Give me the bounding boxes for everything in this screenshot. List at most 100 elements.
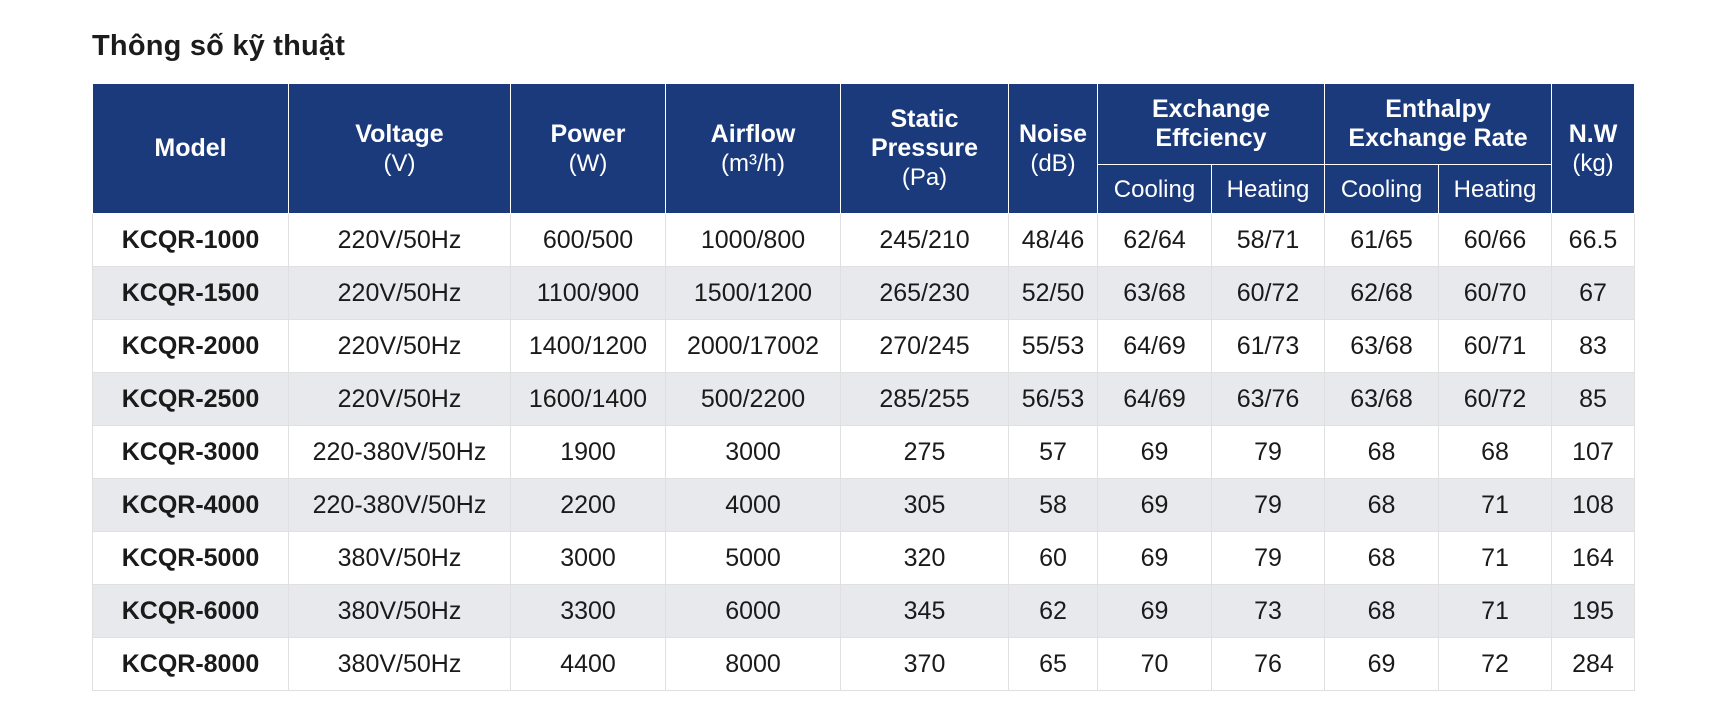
enthalpy-cooling-cell: 63/68: [1324, 319, 1440, 373]
enthalpy-cooling-cell: 69: [1324, 637, 1440, 691]
enthalpy-heating-cell: 71: [1438, 478, 1553, 532]
airflow-cell: 1500/1200: [665, 266, 841, 320]
nw-cell: 164: [1551, 531, 1636, 585]
header-exchange-efficiency-label-2: Effciency: [1155, 124, 1267, 152]
model-cell: KCQR-1500: [92, 266, 289, 320]
enthalpy-heating-cell: 68: [1438, 425, 1553, 479]
model-cell: KCQR-5000: [92, 531, 289, 585]
airflow-cell: 3000: [665, 425, 841, 479]
voltage-cell: 380V/50Hz: [288, 531, 511, 585]
static-pressure-cell: 370: [840, 637, 1009, 691]
exchange-cooling-cell: 62/64: [1097, 213, 1212, 267]
exchange-heating-cell: 76: [1210, 637, 1326, 691]
header-power: Power (W): [510, 83, 666, 214]
enthalpy-heating-cell: 72: [1438, 637, 1553, 691]
exchange-heating-cell: 79: [1210, 478, 1326, 532]
voltage-cell: 220V/50Hz: [288, 372, 511, 426]
header-exchange-heating: Heating: [1210, 164, 1326, 214]
model-cell: KCQR-1000: [92, 213, 289, 267]
header-model: Model: [92, 83, 289, 214]
header-noise-label: Noise: [1018, 119, 1088, 148]
header-voltage-label: Voltage: [355, 119, 444, 148]
header-voltage-unit: (V): [383, 149, 416, 177]
header-enthalpy-exchange-rate: Enthalpy Exchange Rate: [1324, 83, 1553, 165]
header-airflow-unit: (m³/h): [721, 149, 785, 177]
header-enthalpy-heating: Heating: [1438, 164, 1553, 214]
table-row: KCQR-2500 220V/50Hz 1600/1400 500/2200 285/2…: [92, 372, 1636, 426]
header-noise: Noise (dB): [1008, 83, 1098, 214]
header-airflow: Airflow (m³/h): [665, 83, 841, 214]
header-nw-unit: (kg): [1572, 149, 1614, 177]
header-static-pressure: Static Pressure (Pa): [840, 83, 1009, 214]
table-row: KCQR-5000 380V/50Hz 3000 5000 320 60 69 79 68 71 1…: [92, 531, 1636, 585]
enthalpy-heating-cell: 60/70: [1438, 266, 1553, 320]
header-nw: N.W (kg): [1551, 83, 1636, 214]
enthalpy-heating-cell: 71: [1438, 584, 1553, 638]
static-pressure-cell: 285/255: [840, 372, 1009, 426]
nw-cell: 85: [1551, 372, 1636, 426]
header-power-label: Power: [550, 119, 626, 148]
static-pressure-cell: 320: [840, 531, 1009, 585]
header-model-label: Model: [154, 134, 227, 162]
nw-cell: 83: [1551, 319, 1636, 373]
header-voltage: Voltage (V): [288, 83, 511, 214]
exchange-cooling-cell: 69: [1097, 531, 1212, 585]
table-row: KCQR-6000 380V/50Hz 3300 6000 345 62 69 73 68 71 1…: [92, 584, 1636, 638]
noise-cell: 62: [1008, 584, 1098, 638]
static-pressure-cell: 270/245: [840, 319, 1009, 373]
enthalpy-cooling-cell: 68: [1324, 584, 1440, 638]
enthalpy-cooling-cell: 62/68: [1324, 266, 1440, 320]
power-cell: 1900: [510, 425, 666, 479]
header-exchange-efficiency-label-1: Exchange: [1151, 95, 1271, 123]
power-cell: 4400: [510, 637, 666, 691]
exchange-cooling-cell: 69: [1097, 478, 1212, 532]
exchange-heating-cell: 60/72: [1210, 266, 1326, 320]
noise-cell: 57: [1008, 425, 1098, 479]
enthalpy-cooling-cell: 68: [1324, 531, 1440, 585]
nw-cell: 195: [1551, 584, 1636, 638]
table-row: KCQR-8000 380V/50Hz 4400 8000 370 65 70 76 69 72 2…: [92, 637, 1636, 691]
exchange-cooling-cell: 63/68: [1097, 266, 1212, 320]
noise-cell: 48/46: [1008, 213, 1098, 267]
static-pressure-cell: 345: [840, 584, 1009, 638]
power-cell: 1400/1200: [510, 319, 666, 373]
voltage-cell: 220V/50Hz: [288, 266, 511, 320]
nw-cell: 66.5: [1551, 213, 1636, 267]
enthalpy-heating-cell: 71: [1438, 531, 1553, 585]
spec-table: Model Voltage (V) Power (W) Airflow (m³/…: [92, 83, 1636, 691]
noise-cell: 60: [1008, 531, 1098, 585]
noise-cell: 56/53: [1008, 372, 1098, 426]
nw-cell: 108: [1551, 478, 1636, 532]
header-airflow-label: Airflow: [710, 119, 796, 148]
table-body: KCQR-1000 220V/50Hz 600/500 1000/800 245/210…: [92, 213, 1636, 691]
header-enthalpy-cooling: Cooling: [1324, 164, 1440, 214]
voltage-cell: 220V/50Hz: [288, 319, 511, 373]
exchange-cooling-cell: 64/69: [1097, 319, 1212, 373]
airflow-cell: 1000/800: [665, 213, 841, 267]
voltage-cell: 220-380V/50Hz: [288, 478, 511, 532]
table-row: KCQR-1000 220V/50Hz 600/500 1000/800 245/210…: [92, 213, 1636, 267]
nw-cell: 67: [1551, 266, 1636, 320]
model-cell: KCQR-3000: [92, 425, 289, 479]
header-nw-label: N.W: [1568, 119, 1618, 148]
power-cell: 3300: [510, 584, 666, 638]
exchange-heating-cell: 58/71: [1210, 213, 1326, 267]
airflow-cell: 8000: [665, 637, 841, 691]
exchange-heating-cell: 79: [1210, 425, 1326, 479]
model-cell: KCQR-8000: [92, 637, 289, 691]
noise-cell: 55/53: [1008, 319, 1098, 373]
exchange-cooling-cell: 64/69: [1097, 372, 1212, 426]
exchange-heating-cell: 61/73: [1210, 319, 1326, 373]
header-static-pressure-label-1: Static: [890, 105, 959, 133]
noise-cell: 58: [1008, 478, 1098, 532]
airflow-cell: 2000/17002: [665, 319, 841, 373]
power-cell: 1600/1400: [510, 372, 666, 426]
header-power-unit: (W): [568, 149, 608, 177]
voltage-cell: 220-380V/50Hz: [288, 425, 511, 479]
nw-cell: 284: [1551, 637, 1636, 691]
table-row: KCQR-1500 220V/50Hz 1100/900 1500/1200 265/2…: [92, 266, 1636, 320]
header-exchange-efficiency: Exchange Effciency: [1096, 83, 1326, 165]
airflow-cell: 5000: [665, 531, 841, 585]
model-cell: KCQR-2000: [92, 319, 289, 373]
model-cell: KCQR-4000: [92, 478, 289, 532]
